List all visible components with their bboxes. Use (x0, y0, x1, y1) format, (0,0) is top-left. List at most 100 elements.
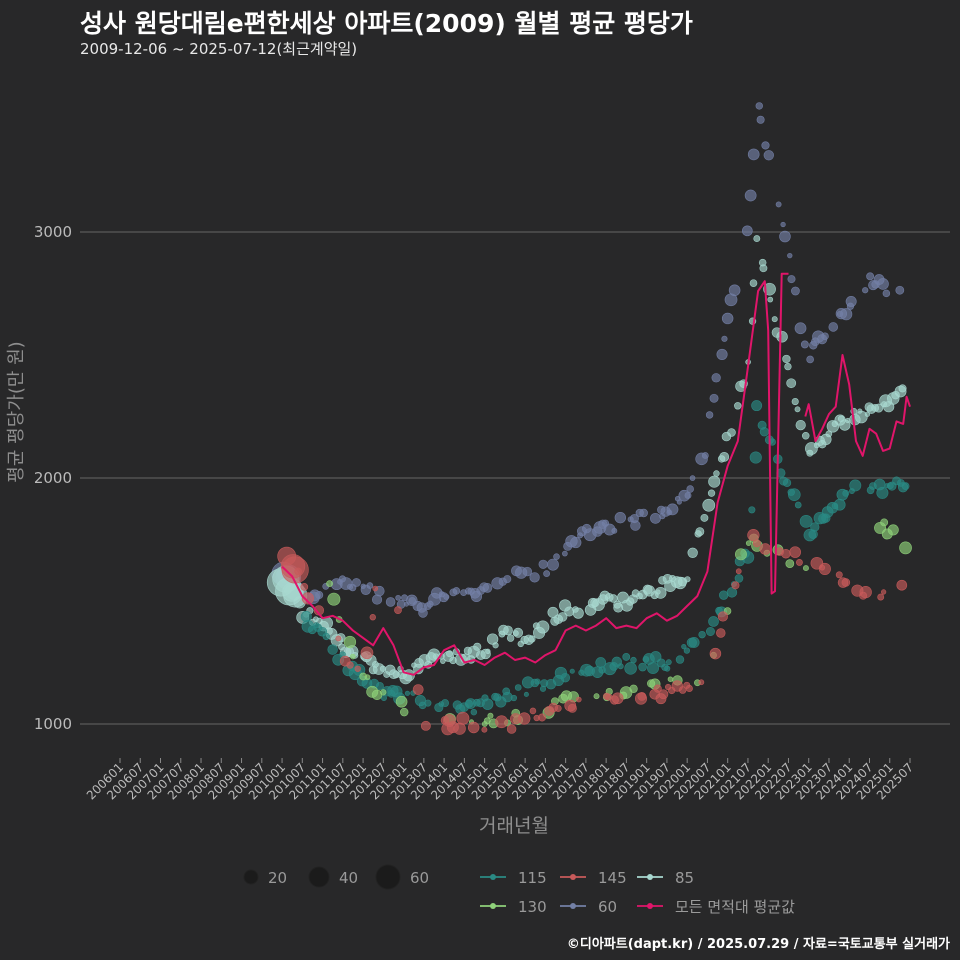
point-145 (360, 646, 374, 660)
average-line-layer (281, 272, 911, 676)
point-60 (522, 566, 532, 577)
point-115 (404, 690, 411, 696)
point-130 (364, 674, 371, 681)
point-85 (687, 547, 698, 558)
legend-label-60: 60 (598, 898, 617, 916)
point-60 (371, 594, 383, 605)
point-85 (898, 384, 907, 393)
legend-swatch-dot-115 (490, 874, 496, 880)
point-85 (786, 378, 797, 389)
size-legend-label-20: 20 (268, 869, 287, 887)
point-60 (845, 295, 857, 307)
point-145 (759, 543, 771, 555)
point-145 (420, 720, 431, 731)
point-60 (779, 230, 791, 243)
point-145 (637, 692, 647, 701)
point-115 (748, 506, 756, 514)
point-60 (755, 102, 763, 110)
point-145 (529, 707, 537, 715)
point-145 (835, 571, 843, 579)
point-115 (705, 627, 715, 636)
size-legend-label-40: 40 (339, 869, 358, 887)
point-60 (705, 411, 714, 419)
legend: 20 40 60 115 145 85 130 60 모든 면적대 평균값 (243, 864, 795, 916)
point-115 (650, 651, 662, 663)
point-130 (327, 592, 341, 606)
point-60 (650, 512, 661, 524)
point-115 (794, 501, 802, 509)
point-145 (354, 665, 361, 672)
legend-label-115: 115 (518, 869, 547, 887)
point-145 (859, 585, 872, 599)
point-130 (745, 540, 752, 546)
point-85 (473, 642, 482, 651)
point-60 (418, 608, 428, 618)
point-115 (470, 708, 478, 716)
point-115 (375, 682, 384, 691)
point-60 (747, 148, 760, 161)
size-legend-dot-40 (308, 866, 330, 888)
legend-swatch-dot-130 (490, 903, 496, 909)
point-60 (775, 201, 782, 208)
point-60 (828, 322, 839, 332)
point-60 (877, 278, 889, 290)
point-85 (707, 489, 716, 497)
point-60 (866, 272, 875, 281)
point-145 (372, 585, 379, 592)
point-60 (503, 575, 512, 584)
point-85 (795, 420, 806, 431)
chart-subtitle: 2009-12-06 ~ 2025-07-12(최근계약일) (80, 40, 358, 58)
point-85 (702, 498, 716, 512)
point-85 (776, 331, 788, 343)
point-60 (529, 572, 540, 583)
point-115 (759, 427, 769, 437)
point-60 (862, 287, 869, 294)
point-115 (664, 665, 671, 672)
legend-label-85: 85 (675, 869, 694, 887)
point-60 (800, 340, 809, 349)
point-60 (686, 485, 694, 493)
point-60 (547, 558, 559, 571)
point-85 (801, 431, 810, 440)
point-115 (502, 691, 513, 703)
point-115 (424, 699, 432, 707)
point-60 (570, 536, 582, 549)
point-145 (698, 679, 705, 686)
point-145 (717, 611, 728, 622)
point-60 (666, 503, 679, 516)
point-60 (761, 141, 770, 150)
point-60 (821, 332, 829, 341)
point-115 (749, 451, 762, 464)
point-130 (350, 653, 356, 660)
x-axis-ticks: 2006012006072007012007072008012008072009… (84, 758, 916, 803)
point-115 (481, 698, 494, 710)
point-115 (622, 653, 631, 661)
chart-title: 성사 원당대림e편한세상 아파트(2009) 월별 평균 평당가 (80, 9, 693, 38)
point-85 (771, 316, 778, 323)
point-115 (842, 489, 850, 497)
point-115 (782, 478, 792, 488)
point-60 (895, 285, 905, 295)
size-legend-label-60: 60 (410, 869, 429, 887)
point-145 (294, 567, 302, 576)
point-60 (543, 570, 551, 578)
point-85 (536, 620, 550, 634)
point-145 (538, 713, 547, 722)
point-60 (728, 284, 741, 297)
point-60 (701, 452, 709, 459)
point-145 (877, 593, 885, 601)
point-60 (562, 550, 568, 557)
point-85 (528, 635, 536, 643)
point-85 (864, 411, 871, 417)
point-60 (315, 591, 324, 600)
point-60 (482, 583, 493, 593)
point-60 (684, 492, 692, 499)
point-115 (617, 663, 624, 670)
point-115 (708, 616, 719, 627)
point-60 (744, 189, 757, 202)
point-85 (784, 362, 792, 371)
point-145 (658, 689, 669, 700)
point-60 (840, 308, 853, 321)
y-tick-label-1000: 1000 (34, 715, 72, 733)
